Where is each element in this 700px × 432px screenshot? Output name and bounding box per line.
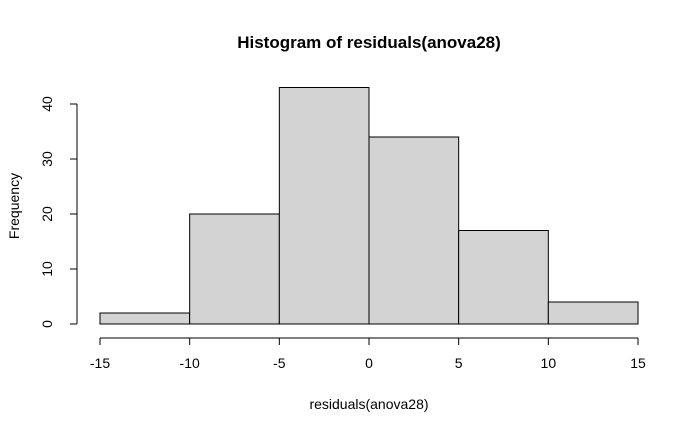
y-tick-label: 40 [39, 96, 55, 112]
histogram-bar-1 [99, 312, 191, 325]
x-axis-label: residuals(anova28) [309, 396, 428, 412]
x-tick-label: -5 [273, 355, 286, 371]
x-tick-label: 15 [630, 355, 646, 371]
y-tick-label: 20 [39, 206, 55, 222]
histogram-bar-5 [458, 230, 549, 325]
histogram-bars [99, 87, 639, 325]
y-tick-label: 30 [39, 151, 55, 167]
y-axis: 0 10 20 30 40 [39, 96, 78, 328]
histogram-bar-3 [278, 87, 370, 325]
y-tick-label: 0 [39, 320, 55, 328]
histogram-bar-4 [368, 136, 460, 325]
chart-title: Histogram of residuals(anova28) [237, 33, 501, 52]
x-tick-label: -15 [90, 355, 110, 371]
x-tick-label: -10 [180, 355, 200, 371]
histogram-bar-2 [189, 213, 280, 325]
y-axis-label: Frequency [6, 173, 22, 239]
x-axis: -15 -10 -5 0 5 10 15 [90, 337, 646, 371]
histogram-bar-6 [547, 301, 639, 325]
x-tick-label: 0 [365, 355, 373, 371]
y-tick-label: 10 [39, 261, 55, 277]
x-tick-label: 10 [541, 355, 557, 371]
x-tick-label: 5 [455, 355, 463, 371]
